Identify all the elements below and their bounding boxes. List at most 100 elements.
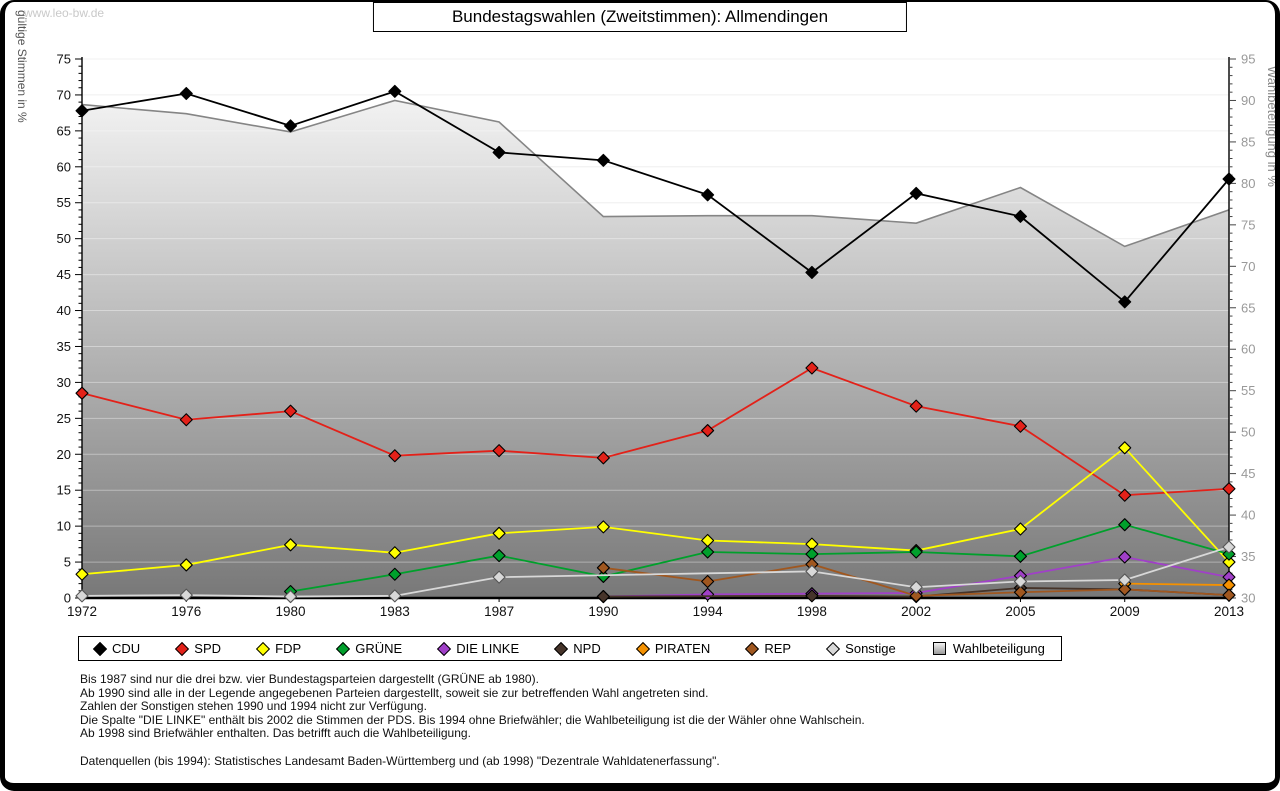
data-point-marker [388, 449, 402, 463]
data-point-marker [1013, 522, 1027, 536]
data-point-marker [596, 451, 610, 465]
data-point-marker [1118, 573, 1132, 587]
left-axis-tick-label: 35 [57, 339, 71, 354]
series-line [81, 367, 1230, 497]
data-point-marker [1013, 549, 1027, 563]
data-point-marker [492, 549, 506, 563]
data-point-marker [492, 145, 506, 159]
data-point-marker [179, 86, 193, 101]
legend-item-npd: NPD [554, 641, 601, 656]
data-point-marker [179, 588, 193, 602]
x-axis-year-label: 2005 [1005, 604, 1035, 619]
data-point-marker [1013, 419, 1027, 433]
data-point-marker [492, 444, 506, 458]
data-point-marker [596, 561, 610, 575]
series-grüne [283, 518, 1236, 599]
data-point-marker [596, 520, 610, 534]
x-axis-year-label: 1998 [797, 604, 827, 619]
data-point-marker [1013, 585, 1027, 599]
x-axis-year-label: 2002 [901, 604, 931, 619]
right-axis-tick-label: 85 [1241, 134, 1255, 149]
data-point-marker [805, 265, 819, 279]
data-point-marker [909, 545, 923, 559]
series-line [290, 523, 1230, 593]
legend-item-wahlbeteiligung: Wahlbeteiligung [932, 641, 1045, 656]
right-axis-tick-label: 30 [1241, 591, 1255, 606]
legend-label: Wahlbeteiligung [952, 641, 1045, 656]
gridlines-over [82, 58, 1229, 563]
right-axis-tick-label: 90 [1241, 93, 1255, 108]
left-axis-tick-label: 15 [57, 483, 71, 498]
left-axis-tick-label: 40 [57, 303, 71, 318]
series-rep [596, 557, 1236, 603]
right-axis-tick-label: 60 [1241, 342, 1255, 357]
left-axis-title: gültige Stimmen in % [15, 10, 29, 123]
x-axis-year-label: 2013 [1214, 604, 1244, 619]
right-axis-tick-label: 80 [1241, 176, 1255, 191]
legend-item-spd: SPD [175, 641, 222, 656]
data-point-marker [179, 558, 193, 572]
data-point-marker [75, 589, 89, 603]
data-point-marker [1118, 441, 1132, 455]
legend-diamond-icon [336, 641, 351, 656]
legend-item-cdu: CDU [92, 641, 140, 656]
data-point-marker [1118, 518, 1132, 532]
left-axis-tick-label: 70 [57, 87, 71, 102]
data-point-marker [388, 589, 402, 603]
legend-item-rep: REP [745, 641, 792, 656]
data-point-marker [1222, 588, 1236, 602]
legend-diamond-icon [826, 641, 841, 656]
data-point-marker [805, 361, 819, 375]
data-point-marker [75, 386, 89, 400]
data-point-marker [1118, 488, 1132, 502]
x-axis-year-label: 1990 [588, 604, 618, 619]
footnote-line: Ab 1998 sind Briefwähler enthalten. Das … [80, 726, 471, 740]
data-point-marker [283, 119, 298, 133]
data-point-marker [492, 526, 506, 540]
legend-diamond-icon [175, 641, 190, 656]
x-axis-year-label: 1987 [484, 604, 514, 619]
series-line [81, 90, 1230, 304]
data-point-marker [1118, 582, 1132, 596]
data-point-marker [388, 84, 402, 98]
datasource-line: Datenquellen (bis 1994): Statistisches L… [80, 753, 720, 768]
legend-label: REP [764, 641, 792, 656]
data-point-marker [75, 567, 89, 581]
footnote-line: Bis 1987 sind nur die drei bzw. vier Bun… [80, 672, 539, 686]
data-point-marker [283, 538, 298, 552]
legend-item-die-linke: DIE LINKE [437, 641, 519, 656]
x-axis-year-label: 1983 [380, 604, 410, 619]
data-point-marker [909, 589, 923, 603]
data-point-marker [596, 153, 610, 167]
data-point-marker [1222, 482, 1236, 496]
data-point-marker [909, 186, 923, 200]
data-point-marker [1222, 540, 1236, 554]
left-axis-tick-label: 30 [57, 375, 71, 390]
legend-square-icon [932, 642, 946, 655]
right-axis-tick-label: 35 [1241, 549, 1255, 564]
data-point-marker [1118, 295, 1132, 309]
series-cdu [75, 84, 1236, 309]
legend-diamond-icon [437, 641, 452, 656]
legend-diamond-icon [92, 641, 108, 656]
series-line [1124, 582, 1230, 586]
data-point-marker [179, 413, 193, 427]
data-point-marker [701, 545, 715, 559]
legend-diamond-icon [635, 641, 650, 656]
legend-item-piraten: PIRATEN [635, 641, 710, 656]
data-point-marker [909, 580, 923, 594]
legend-item-grüne: GRÜNE [336, 641, 402, 656]
x-axis-year-label: 2009 [1110, 604, 1140, 619]
legend-label: Sonstige [845, 641, 896, 656]
data-point-marker [283, 404, 298, 418]
chart-footnotes: Bis 1987 sind nur die drei bzw. vier Bun… [80, 672, 865, 768]
page-title: Bundestagswahlen (Zweitstimmen): Allmend… [451, 7, 829, 26]
left-axis-tick-label: 20 [57, 447, 71, 462]
legend-label: SPD [194, 641, 222, 656]
left-axis-tick-label: 10 [57, 519, 71, 534]
left-axis-tick-label: 55 [57, 195, 71, 210]
left-axis-tick-label: 50 [57, 231, 71, 246]
legend-item-fdp: FDP [256, 641, 301, 656]
